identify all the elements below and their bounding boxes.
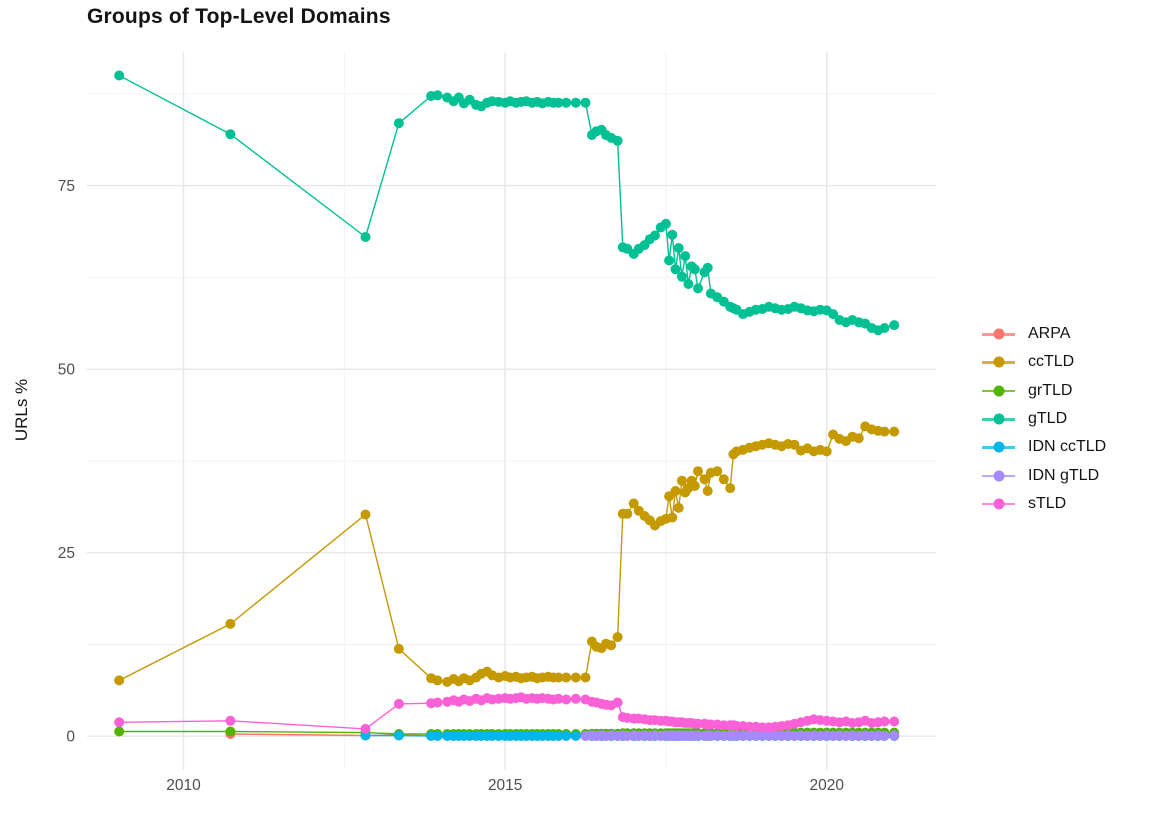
legend-item-grtld: grTLD — [982, 377, 1106, 405]
legend-label: grTLD — [1028, 381, 1073, 399]
legend-key-icon — [982, 355, 1015, 369]
legend-label: ARPA — [1028, 325, 1071, 343]
svg-text:75: 75 — [58, 178, 75, 195]
legend-key-icon — [982, 412, 1015, 426]
legend-label: gTLD — [1028, 410, 1068, 428]
svg-text:50: 50 — [58, 362, 76, 379]
legend-item-arpa: ARPA — [982, 320, 1106, 348]
legend-label: sTLD — [1028, 494, 1067, 512]
legend-item-gtld: gTLD — [982, 405, 1106, 433]
legend: ARPA ccTLD grTLD gTLD IDN ccTLD IDN gTLD… — [982, 320, 1106, 518]
legend-label: IDN gTLD — [1028, 466, 1100, 484]
svg-text:25: 25 — [58, 545, 75, 562]
legend-key-icon — [982, 327, 1015, 341]
legend-item-cctld: ccTLD — [982, 348, 1106, 376]
legend-item-idn-cctld: IDN ccTLD — [982, 433, 1106, 461]
legend-key-icon — [982, 384, 1015, 398]
legend-label: IDN ccTLD — [1028, 438, 1107, 456]
svg-text:2015: 2015 — [488, 777, 522, 794]
svg-text:2020: 2020 — [809, 777, 844, 794]
legend-item-stld: sTLD — [982, 490, 1106, 518]
svg-text:0: 0 — [66, 729, 75, 746]
chart-title: Groups of Top-Level Domains — [87, 5, 391, 28]
legend-label: ccTLD — [1028, 353, 1075, 371]
legend-item-idn-gtld: IDN gTLD — [982, 461, 1106, 489]
legend-key-icon — [982, 469, 1015, 483]
legend-key-icon — [982, 440, 1015, 454]
svg-text:2010: 2010 — [166, 777, 201, 794]
legend-key-icon — [982, 497, 1015, 511]
